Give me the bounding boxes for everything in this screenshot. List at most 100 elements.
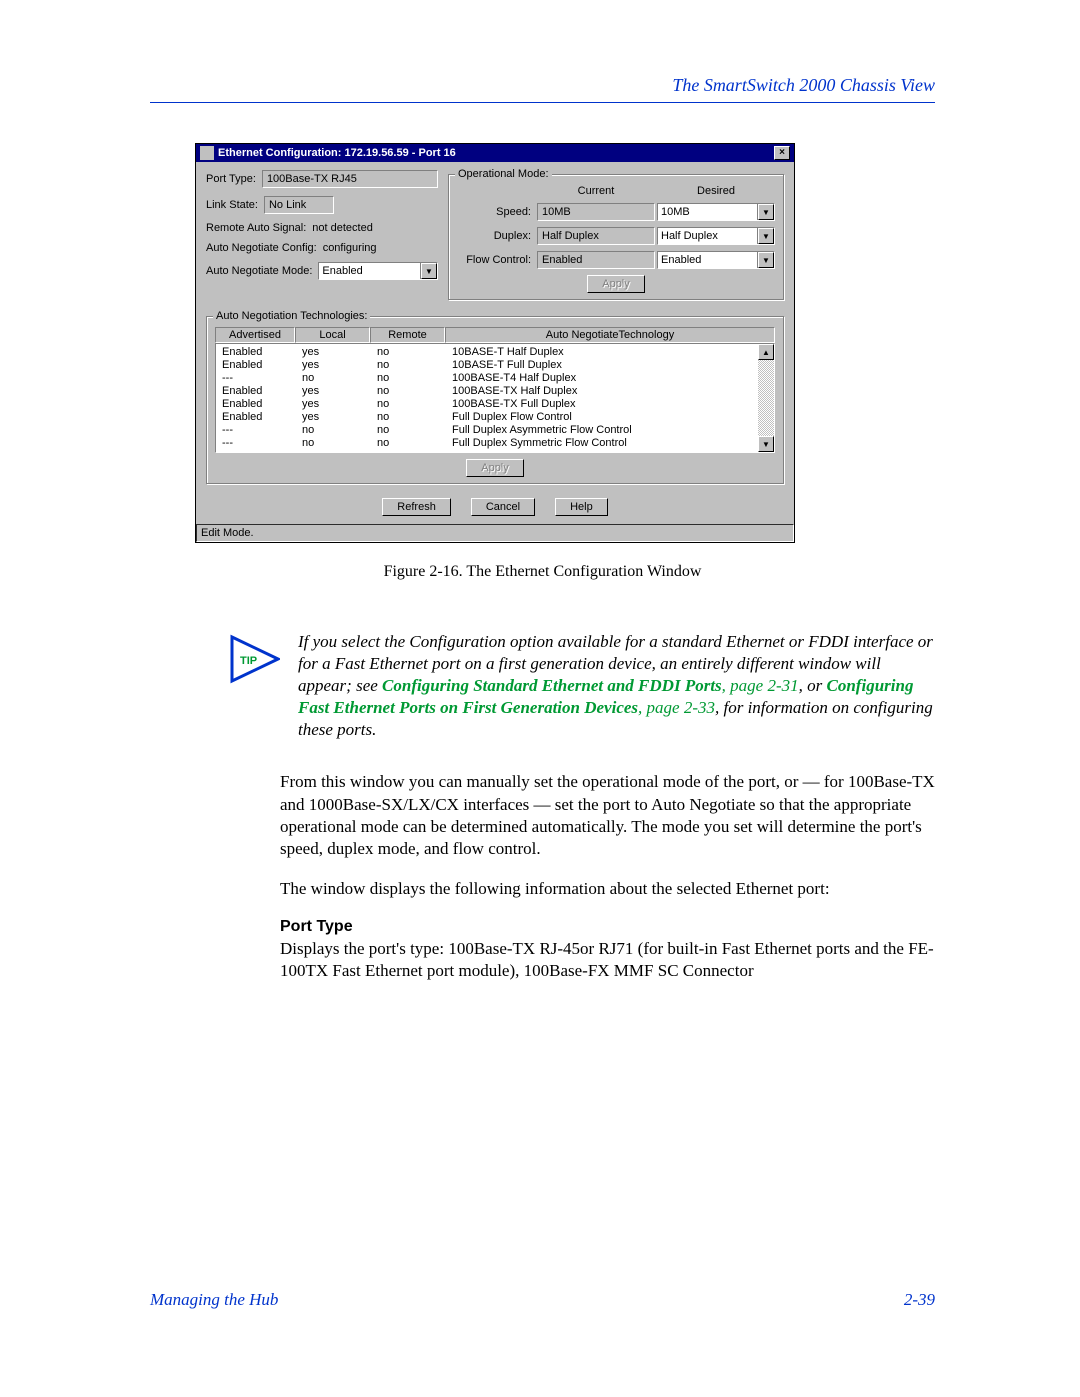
tech-apply-button[interactable]: Apply (466, 459, 524, 477)
port-type-heading: Port Type (150, 918, 935, 936)
duplex-current: Half Duplex (537, 227, 655, 245)
tech-h-local: Local (295, 327, 370, 343)
tech-cell-local: yes (302, 346, 377, 359)
op-apply-button[interactable]: Apply (587, 275, 645, 293)
tech-cell-advertised: Enabled (222, 346, 302, 359)
tech-cell-advertised: Enabled (222, 411, 302, 424)
tech-cell-technology: Full Duplex Flow Control (452, 411, 758, 424)
operational-mode-group: Operational Mode: Current Desired Speed:… (448, 174, 784, 300)
remote-auto-label: Remote Auto Signal: (206, 222, 306, 234)
tech-cell-advertised: --- (222, 437, 302, 450)
chevron-down-icon[interactable]: ▼ (421, 263, 437, 279)
tech-cell-technology: Full Duplex Symmetric Flow Control (452, 437, 758, 450)
tech-row[interactable]: ---nonoFull Duplex Asymmetric Flow Contr… (222, 424, 758, 437)
tech-cell-technology: 10BASE-T Full Duplex (452, 359, 758, 372)
tech-cell-advertised: Enabled (222, 359, 302, 372)
help-button[interactable]: Help (555, 498, 608, 516)
tech-h-remote: Remote (370, 327, 445, 343)
tech-cell-advertised: --- (222, 372, 302, 385)
duplex-desired-value: Half Duplex (658, 228, 758, 244)
tip-or: , or (799, 676, 827, 695)
tech-h-advertised: Advertised (215, 327, 295, 343)
duplex-desired-select[interactable]: Half Duplex ▼ (657, 227, 775, 245)
tech-cell-technology: 100BASE-TX Half Duplex (452, 385, 758, 398)
tech-cell-remote: no (377, 385, 452, 398)
titlebar: Ethernet Configuration: 172.19.56.59 - P… (196, 144, 794, 162)
tip-icon: TIP (230, 631, 280, 689)
figure-caption: Figure 2-16. The Ethernet Configuration … (150, 563, 935, 581)
speed-label: Speed: (457, 206, 535, 218)
tech-cell-technology: 10BASE-T Half Duplex (452, 346, 758, 359)
window-title: Ethernet Configuration: 172.19.56.59 - P… (218, 147, 774, 159)
body-para-1: From this window you can manually set th… (150, 771, 935, 859)
tech-cell-remote: no (377, 372, 452, 385)
scroll-track[interactable] (758, 360, 774, 436)
port-type-label: Port Type: (206, 173, 256, 185)
port-type-value: 100Base-TX RJ45 (262, 170, 438, 188)
tech-table: Enabledyesno10BASE-T Half DuplexEnabledy… (215, 343, 775, 453)
chevron-down-icon[interactable]: ▼ (758, 252, 774, 268)
speed-current: 10MB (537, 203, 655, 221)
tech-cell-advertised: Enabled (222, 398, 302, 411)
window-icon (200, 146, 214, 160)
tech-cell-remote: no (377, 346, 452, 359)
footer-right: 2-39 (904, 1290, 935, 1310)
auto-neg-tech-group: Auto Negotiation Technologies: Advertise… (206, 316, 784, 484)
tech-cell-technology: 100BASE-TX Full Duplex (452, 398, 758, 411)
close-button[interactable]: × (774, 146, 790, 160)
auto-neg-mode-select[interactable]: Enabled ▼ (318, 262, 438, 280)
scroll-down-icon[interactable]: ▼ (758, 436, 774, 452)
flow-desired-value: Enabled (658, 252, 758, 268)
tech-cell-local: no (302, 437, 377, 450)
body-para-3: Displays the port's type: 100Base-TX RJ-… (150, 938, 935, 982)
tech-cell-remote: no (377, 437, 452, 450)
auto-neg-config-value: configuring (323, 242, 377, 254)
auto-neg-mode-label: Auto Negotiate Mode: (206, 265, 312, 277)
duplex-label: Duplex: (457, 230, 535, 242)
op-header-desired: Desired (657, 185, 775, 197)
footer-left: Managing the Hub (150, 1290, 278, 1310)
chevron-down-icon[interactable]: ▼ (758, 204, 774, 220)
remote-auto-value: not detected (312, 222, 373, 234)
tech-cell-remote: no (377, 359, 452, 372)
tech-scrollbar[interactable]: ▲ ▼ (758, 344, 774, 452)
tech-row[interactable]: EnabledyesnoFull Duplex Flow Control (222, 411, 758, 424)
chevron-down-icon[interactable]: ▼ (758, 228, 774, 244)
tip-page1: , page 2-31 (722, 676, 799, 695)
status-bar: Edit Mode. (196, 524, 794, 542)
tech-row[interactable]: ---nono100BASE-T4 Half Duplex (222, 372, 758, 385)
refresh-button[interactable]: Refresh (382, 498, 451, 516)
op-header-current: Current (537, 185, 655, 197)
tech-row[interactable]: Enabledyesno10BASE-T Full Duplex (222, 359, 758, 372)
tech-cell-local: no (302, 372, 377, 385)
tech-cell-advertised: --- (222, 424, 302, 437)
tech-h-technology: Auto NegotiateTechnology (445, 327, 775, 343)
operational-mode-title: Operational Mode: (455, 168, 552, 180)
page-header: The SmartSwitch 2000 Chassis View (150, 75, 935, 96)
tech-row[interactable]: ---nonoFull Duplex Symmetric Flow Contro… (222, 437, 758, 450)
tech-row[interactable]: Enabledyesno10BASE-T Half Duplex (222, 346, 758, 359)
tip-page2: , page 2-33 (638, 698, 715, 717)
tech-cell-local: yes (302, 359, 377, 372)
link-state-label: Link State: (206, 199, 258, 211)
tech-cell-local: yes (302, 385, 377, 398)
body-para-2: The window displays the following inform… (150, 878, 935, 900)
tip-link1[interactable]: Configuring Standard Ethernet and FDDI P… (382, 676, 722, 695)
auto-neg-tech-title: Auto Negotiation Technologies: (213, 310, 370, 322)
tech-cell-local: yes (302, 398, 377, 411)
flow-desired-select[interactable]: Enabled ▼ (657, 251, 775, 269)
speed-desired-select[interactable]: 10MB ▼ (657, 203, 775, 221)
flow-label: Flow Control: (457, 254, 535, 266)
scroll-up-icon[interactable]: ▲ (758, 344, 774, 360)
tech-cell-technology: 100BASE-T4 Half Duplex (452, 372, 758, 385)
tech-table-header: Advertised Local Remote Auto NegotiateTe… (215, 327, 775, 343)
tech-cell-local: yes (302, 411, 377, 424)
link-state-value: No Link (264, 196, 334, 214)
cancel-button[interactable]: Cancel (471, 498, 535, 516)
svg-text:TIP: TIP (240, 655, 257, 667)
tech-cell-remote: no (377, 424, 452, 437)
tech-row[interactable]: Enabledyesno100BASE-TX Half Duplex (222, 385, 758, 398)
tech-cell-remote: no (377, 398, 452, 411)
tech-row[interactable]: Enabledyesno100BASE-TX Full Duplex (222, 398, 758, 411)
speed-desired-value: 10MB (658, 204, 758, 220)
